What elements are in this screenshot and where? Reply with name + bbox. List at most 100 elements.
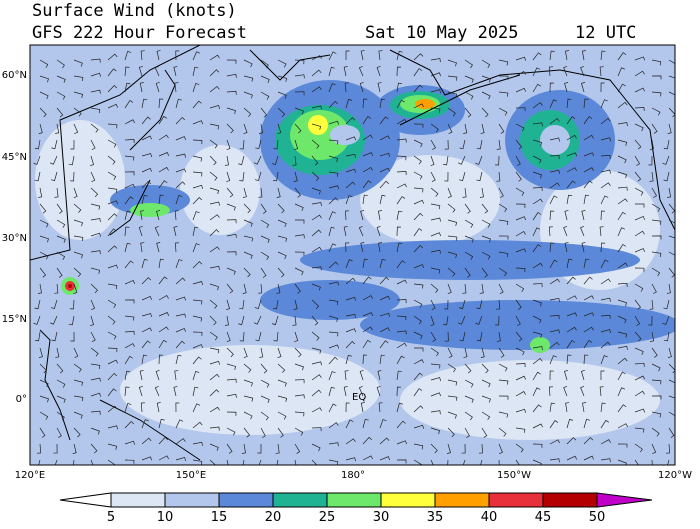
wind-barb bbox=[107, 139, 117, 148]
wind-barb bbox=[481, 395, 491, 403]
wind-barb bbox=[475, 315, 483, 325]
wind-barb bbox=[141, 327, 152, 333]
wind-barb bbox=[617, 122, 628, 127]
wind-barb bbox=[549, 370, 554, 381]
wind-barb bbox=[311, 361, 322, 366]
wind-barb bbox=[651, 363, 661, 372]
wind-barb bbox=[481, 411, 491, 421]
wind-barb bbox=[458, 299, 466, 310]
wind-barb bbox=[73, 459, 75, 465]
wind-barb bbox=[377, 370, 382, 381]
wind-barb bbox=[345, 457, 356, 462]
wind-barb bbox=[459, 171, 466, 182]
wind-barb bbox=[328, 459, 339, 465]
wind-barb bbox=[600, 458, 611, 463]
wind-barb bbox=[158, 455, 169, 461]
wind-barb bbox=[260, 267, 267, 278]
wind-barb bbox=[634, 390, 645, 397]
wind-barb bbox=[124, 119, 135, 125]
wind-barb bbox=[33, 315, 41, 325]
wind-barb bbox=[515, 187, 525, 196]
wind-barb bbox=[158, 115, 168, 125]
wind-barb bbox=[498, 203, 508, 213]
wind-barb bbox=[294, 234, 305, 239]
wind-barb bbox=[226, 347, 234, 358]
wind-barb bbox=[498, 411, 509, 418]
wind-barb bbox=[155, 369, 160, 381]
wind-barb bbox=[668, 75, 675, 79]
wind-barb bbox=[515, 347, 525, 356]
wind-barb bbox=[668, 59, 675, 68]
wind-barb bbox=[140, 402, 145, 413]
wind-barb bbox=[480, 123, 485, 134]
wind-barb bbox=[343, 66, 348, 77]
wind-barb bbox=[566, 455, 577, 461]
wind-barb bbox=[39, 395, 49, 403]
wind-barb bbox=[141, 194, 148, 205]
wind-barb bbox=[479, 187, 484, 198]
wind-barb bbox=[600, 242, 606, 253]
wind-barb bbox=[447, 251, 458, 259]
wind-barb bbox=[379, 354, 385, 365]
wind-barb bbox=[413, 171, 423, 180]
wind-barb bbox=[463, 123, 468, 134]
wind-barb bbox=[209, 265, 220, 270]
wind-barb bbox=[599, 66, 604, 77]
wind-barb bbox=[583, 326, 594, 333]
wind-barb bbox=[175, 168, 187, 173]
wind-barb bbox=[515, 171, 522, 182]
wind-barb bbox=[90, 427, 100, 435]
wind-barb bbox=[294, 427, 304, 436]
wind-barb bbox=[498, 363, 508, 372]
wind-barb bbox=[378, 402, 383, 413]
lon-label: 120°W bbox=[658, 470, 692, 481]
wind-barb bbox=[54, 187, 59, 198]
wind-barb bbox=[515, 139, 523, 150]
wind-barb bbox=[124, 299, 135, 304]
wind-barb bbox=[73, 379, 84, 386]
wind-barb bbox=[481, 251, 491, 260]
wind-barb bbox=[34, 299, 41, 310]
wind-barb bbox=[583, 194, 590, 205]
wind-barb bbox=[138, 66, 143, 77]
wind-barb bbox=[649, 171, 654, 182]
wind-barb bbox=[515, 107, 526, 112]
wind-barb bbox=[209, 373, 220, 381]
wind-barb bbox=[396, 440, 408, 445]
wind-barb bbox=[617, 139, 628, 146]
wind-barb bbox=[566, 258, 573, 269]
wind-barb bbox=[90, 331, 96, 342]
wind-barb bbox=[396, 82, 402, 93]
wind-barb bbox=[430, 377, 441, 382]
wind-barb bbox=[54, 283, 59, 294]
wind-barb bbox=[209, 459, 216, 465]
wind-barb bbox=[430, 139, 436, 150]
wind-barb bbox=[277, 123, 282, 135]
wind-barb bbox=[192, 243, 200, 253]
wind-barb bbox=[413, 264, 425, 269]
wind-barb bbox=[362, 312, 374, 317]
wind-barb bbox=[293, 299, 298, 310]
wind-barb bbox=[243, 123, 248, 135]
wind-barb bbox=[430, 331, 437, 342]
model-label: GFS 222 Hour Forecast bbox=[32, 23, 247, 43]
wind-barb bbox=[107, 53, 118, 61]
wind-barb bbox=[258, 459, 262, 465]
wind-barb bbox=[649, 139, 654, 150]
map-frame bbox=[29, 44, 676, 466]
wind-barb bbox=[634, 459, 639, 465]
wind-barb bbox=[376, 385, 381, 397]
wind-barb bbox=[634, 155, 641, 166]
wind-barb bbox=[107, 405, 118, 413]
wind-barb bbox=[276, 283, 281, 294]
wind-barb bbox=[39, 427, 46, 438]
wind-barb bbox=[258, 123, 263, 134]
wind-barb bbox=[413, 347, 424, 352]
wind-barb bbox=[254, 171, 262, 182]
wind-barb bbox=[90, 139, 96, 150]
wind-barb bbox=[515, 315, 521, 326]
lon-label: 150°W bbox=[497, 470, 531, 481]
wind-barb bbox=[141, 135, 152, 141]
wind-barb bbox=[328, 442, 339, 447]
wind-barb bbox=[141, 296, 153, 301]
